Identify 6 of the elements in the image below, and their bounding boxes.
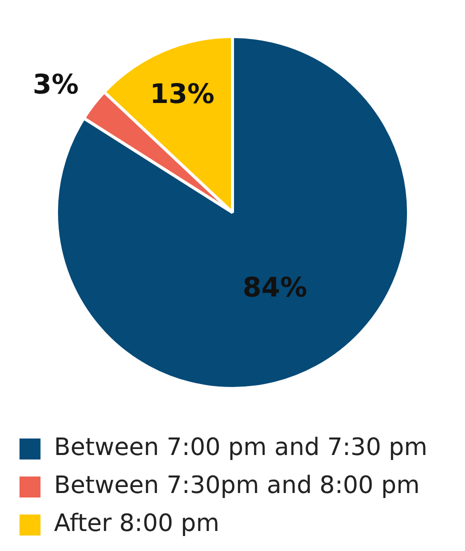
data-label: 84% <box>242 272 308 304</box>
data-label: 13% <box>150 79 214 110</box>
legend-label: Between 7:00 pm and 7:30 pm <box>54 433 428 462</box>
data-label: 3% <box>32 69 79 100</box>
legend-label: After 8:00 pm <box>54 509 220 538</box>
legend-label: Between 7:30pm and 8:00 pm <box>54 471 420 500</box>
